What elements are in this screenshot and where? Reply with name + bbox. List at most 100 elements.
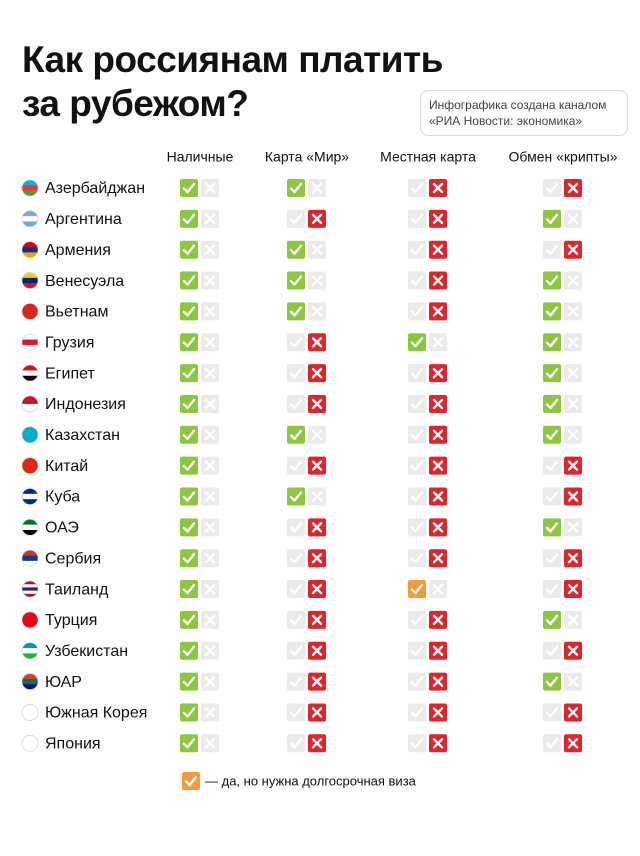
cross-mark — [311, 738, 323, 749]
flag-stripe — [22, 499, 38, 505]
check-mark — [410, 614, 424, 626]
flag — [21, 241, 39, 258]
cross-mark — [432, 213, 444, 225]
country-name: Индонезия — [45, 396, 126, 413]
flag-border — [21, 303, 39, 320]
check-icon — [287, 641, 305, 660]
check-box — [287, 364, 305, 383]
check-box — [180, 425, 198, 444]
flag-clip — [22, 704, 38, 721]
check-box — [287, 394, 305, 413]
check-box — [543, 641, 561, 660]
cross-icon — [308, 703, 326, 722]
cross-mark — [311, 337, 323, 348]
check-mark — [410, 244, 424, 255]
flag-stripe — [22, 673, 38, 680]
check-mark — [545, 614, 559, 626]
check-box — [287, 240, 305, 259]
check-mark — [289, 460, 303, 471]
cross-icon — [429, 703, 447, 722]
check-icon — [408, 703, 426, 722]
cross-icon — [201, 518, 219, 537]
check-mark — [410, 676, 424, 687]
check-box — [543, 487, 561, 506]
cross-icon — [308, 240, 326, 259]
check-box — [180, 703, 198, 722]
check-mark — [545, 275, 559, 286]
check-icon — [543, 240, 561, 259]
check-icon — [180, 333, 198, 352]
check-icon — [287, 703, 305, 722]
flag-stripe — [22, 550, 38, 556]
check-icon — [287, 734, 305, 753]
country-name: Сербия — [45, 550, 101, 567]
cross-icon — [201, 425, 219, 444]
check-mark — [545, 337, 559, 348]
cross-mark — [567, 707, 579, 718]
cross-icon — [564, 549, 582, 568]
check-icon — [408, 240, 426, 259]
country-name: Китай — [45, 458, 88, 475]
cross-icon — [201, 734, 219, 753]
flag-stripe — [22, 216, 38, 222]
check-icon — [180, 240, 198, 259]
cross-mark — [311, 583, 323, 595]
cross-icon — [564, 456, 582, 475]
check-mark — [182, 244, 196, 255]
cross-icon — [201, 487, 219, 506]
check-icon — [543, 302, 561, 321]
flag-clip — [22, 611, 38, 628]
check-icon — [543, 333, 561, 352]
flag-stripe — [22, 560, 38, 567]
flag — [21, 704, 39, 721]
check-mark — [182, 522, 196, 533]
check-box — [543, 179, 561, 197]
check-icon — [543, 672, 561, 691]
cross-mark — [311, 182, 323, 194]
cross-icon — [564, 610, 582, 629]
flag-stripe — [22, 277, 38, 284]
flag — [21, 426, 39, 444]
cross-mark — [204, 398, 216, 410]
cross-icon — [308, 641, 326, 660]
cross-mark — [432, 275, 444, 286]
check-icon — [543, 610, 561, 629]
check-mark — [182, 583, 196, 595]
check-box — [543, 364, 561, 383]
check-mark — [289, 244, 303, 255]
check-box — [543, 580, 561, 599]
check-icon — [408, 549, 426, 568]
cross-mark — [567, 645, 579, 656]
check-icon — [543, 394, 561, 413]
cross-icon — [564, 394, 582, 413]
check-box — [543, 549, 561, 568]
check-mark — [545, 306, 559, 317]
check-mark — [410, 738, 424, 749]
cross-mark — [567, 337, 579, 348]
check-box — [287, 610, 305, 629]
cross-icon — [564, 302, 582, 321]
check-mark — [545, 182, 559, 194]
check-box — [408, 672, 426, 691]
flag-clip — [22, 210, 38, 227]
cross-mark — [311, 614, 323, 626]
flag-clip — [22, 365, 38, 382]
cross-mark — [432, 367, 444, 379]
cross-icon — [201, 302, 219, 321]
flag-border — [21, 673, 39, 690]
check-mark — [182, 429, 196, 440]
flag-stripe — [22, 684, 38, 690]
check-icon — [408, 271, 426, 290]
country-name: Турция — [45, 612, 97, 629]
check-mark — [184, 775, 198, 787]
check-mark — [182, 460, 196, 471]
flag-clip — [22, 241, 38, 258]
cross-mark — [567, 491, 579, 502]
check-icon — [408, 333, 426, 352]
check-box — [180, 364, 198, 383]
check-icon — [543, 518, 561, 537]
check-icon — [287, 487, 305, 506]
cross-icon — [429, 302, 447, 321]
cross-mark — [204, 583, 216, 595]
